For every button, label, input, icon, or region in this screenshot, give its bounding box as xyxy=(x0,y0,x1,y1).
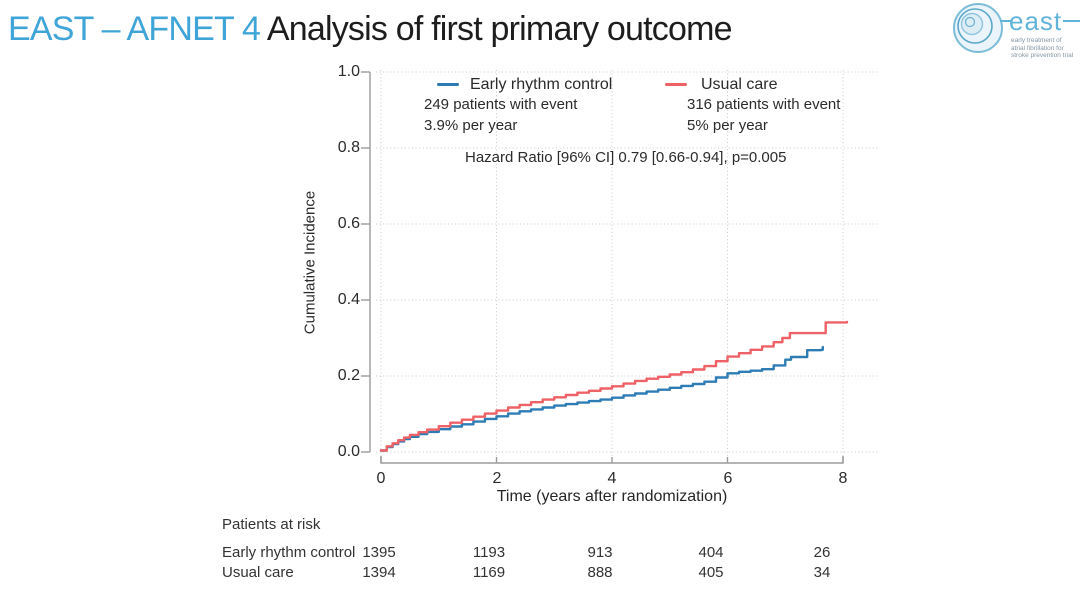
annotation-events-count: 249 patients with event xyxy=(424,96,578,113)
y-tick-label: 0.6 xyxy=(337,215,360,232)
y-tick-label: 0.8 xyxy=(337,139,360,156)
risk-value: 1394 xyxy=(362,564,396,581)
title-trial-name: EAST – AFNET 4 xyxy=(8,10,261,48)
risk-value: 1169 xyxy=(472,564,506,581)
annotation-events-count: 316 patients with event xyxy=(687,96,841,113)
legend-line-early-rhythm-control xyxy=(437,83,459,86)
x-tick-label: 2 xyxy=(492,470,502,487)
y-tick-label: 0.2 xyxy=(337,367,360,384)
legend-label-early-rhythm-control: Early rhythm control xyxy=(470,76,613,93)
risk-value: 404 xyxy=(698,544,724,561)
annotation-event-rate: 5% per year xyxy=(687,116,768,134)
logo-tagline-line: stroke prevention trial xyxy=(1011,52,1074,59)
risk-table-header: Patients at risk xyxy=(222,516,321,533)
risk-value: 34 xyxy=(813,564,831,581)
page-title: EAST – AFNET 4 Analysis of first primary… xyxy=(8,10,733,49)
y-tick-label: 1.0 xyxy=(337,63,360,80)
x-axis-title: Time (years after randomization) xyxy=(496,488,728,505)
y-axis-title: Cumulative Incidence xyxy=(301,190,319,335)
logo-tagline: early treatment of atrial fibrillation f… xyxy=(1011,37,1073,60)
x-tick-label: 4 xyxy=(607,470,617,487)
risk-row-label-usual-care: Usual care xyxy=(222,564,294,581)
risk-value: 913 xyxy=(587,544,613,561)
legend-line-usual-care xyxy=(665,83,687,86)
x-tick-label: 6 xyxy=(723,470,733,487)
title-subtitle: Analysis of first primary outcome xyxy=(260,10,733,48)
y-tick-label: 0.0 xyxy=(337,443,360,460)
risk-value: 1395 xyxy=(362,544,396,561)
annotation-event-rate: 3.9% per year xyxy=(424,116,518,134)
risk-row-label-early-rhythm-control: Early rhythm control xyxy=(222,544,356,561)
y-tick-label: 0.4 xyxy=(337,291,360,308)
legend-label-usual-care: Usual care xyxy=(701,76,778,93)
x-tick-label: 8 xyxy=(838,470,848,487)
logo-tagline-line: atrial fibrillation for xyxy=(1011,44,1064,52)
risk-value: 26 xyxy=(813,544,831,561)
annotation-usual-care: 316 patients with event 5% per year xyxy=(687,95,840,136)
risk-value: 888 xyxy=(587,564,613,581)
logo-wordmark: east xyxy=(1009,6,1063,36)
annotation-early-rhythm-control: 249 patients with event 3.9% per year xyxy=(424,95,577,136)
x-tick-label: 0 xyxy=(376,470,386,487)
hazard-ratio-annotation: Hazard Ratio [96% CI] 0.79 [0.66-0.94], … xyxy=(465,149,787,166)
logo-tagline-line: early treatment of xyxy=(1011,37,1062,44)
risk-value: 1193 xyxy=(472,544,506,561)
east-logo: east early treatment of atrial fibrillat… xyxy=(945,0,1080,64)
risk-value: 405 xyxy=(698,564,724,581)
east-logo-swirl-icon xyxy=(953,3,1080,53)
